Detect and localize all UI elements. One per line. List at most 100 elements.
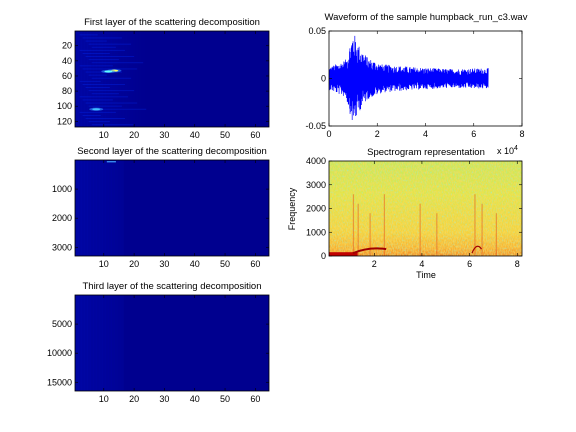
scat2-column-glow <box>90 160 94 256</box>
scat1-column-glow <box>96 31 100 127</box>
scat2-x-tick-label: 20 <box>129 259 139 269</box>
scat2-column-glow <box>75 160 79 256</box>
scat3-column-glow <box>102 295 106 391</box>
spec-click <box>369 213 371 256</box>
scat1-streak <box>79 65 113 67</box>
waveform-panel: Waveform of the sample humpback_run_c3.w… <box>305 12 527 156</box>
scat3-column-glow <box>99 295 103 391</box>
wave-x-tick-label: 4 <box>423 129 428 139</box>
scat1-column-glow <box>132 31 136 127</box>
scat1-column-glow <box>129 31 133 127</box>
scat1-streak <box>91 77 132 79</box>
scat2-x-tick-label: 40 <box>190 259 200 269</box>
scat1-streak <box>88 121 110 123</box>
scat1-streak <box>88 59 119 61</box>
scat2-column-glow <box>84 160 88 256</box>
scat3-x-tick-label: 60 <box>250 394 260 404</box>
scat1-column-glow <box>90 31 94 127</box>
spec-y-tick-label: 0 <box>321 251 326 261</box>
scat3-column-glow <box>108 295 112 391</box>
scat1-column-glow <box>126 31 130 127</box>
scat1-x-tick-label: 50 <box>220 130 230 140</box>
scat2-column-glow <box>93 160 97 256</box>
spec-click <box>495 213 497 256</box>
scat3-x-tick-label: 40 <box>190 394 200 404</box>
scat1-x-tick-label: 40 <box>190 130 200 140</box>
scat1-streak <box>82 37 122 39</box>
scat2-column-glow <box>102 160 106 256</box>
scat1-y-tick-label: 80 <box>62 86 72 96</box>
scat1-column-glow <box>84 31 88 127</box>
spec-y-tick-label: 2000 <box>306 204 326 214</box>
scat3-y-tick-label: 15000 <box>47 377 72 387</box>
scat1-streak <box>91 108 147 110</box>
wave-line <box>329 35 489 120</box>
scat3-x-tick-label: 20 <box>129 394 139 404</box>
scat1-column-glow <box>105 31 109 127</box>
wave-y-tick-label: -0.05 <box>305 121 326 131</box>
spec-call-arc <box>352 247 387 255</box>
scat3-plot: 10 20 30 40 50 60 5000 10000 15000 <box>47 294 270 404</box>
scat1-column-glow <box>123 31 127 127</box>
scat1-column-glow <box>120 31 124 127</box>
scat1-streak <box>79 111 116 113</box>
scat1-column-glow <box>139 31 142 127</box>
wave-x-exponent-power: 4 <box>514 145 518 152</box>
scat1-streak <box>88 105 122 107</box>
scat3-x-tick-label: 10 <box>99 394 109 404</box>
scat3-column-glow <box>114 295 118 391</box>
scat3-column-glow <box>105 295 109 391</box>
spec-y-tick-label: 1000 <box>306 227 326 237</box>
scat1-streak <box>91 46 116 48</box>
scat3-title: Third layer of the scattering decomposit… <box>82 281 261 292</box>
scat3-column-glow <box>81 295 85 391</box>
wave-x-exponent-base: x 10 <box>497 146 514 156</box>
scat3-column-glow <box>87 295 91 391</box>
scattering-layer-3-panel: Third layer of the scattering decomposit… <box>47 281 270 404</box>
scat2-y-tick-label: 3000 <box>52 242 72 252</box>
scat1-streak <box>91 93 119 95</box>
scat2-x-tick-label: 10 <box>99 259 109 269</box>
scat3-column-glow <box>93 295 97 391</box>
scat1-column-glow <box>108 31 112 127</box>
scat2-title: Second layer of the scattering decomposi… <box>77 146 267 157</box>
scat2-plot: 10 20 30 40 50 60 1000 2000 3000 <box>52 159 270 269</box>
scat1-streak <box>79 49 126 51</box>
spec-y-tick-label: 3000 <box>306 180 326 190</box>
scat1-streak <box>82 99 113 101</box>
wave-x-tick-label: 2 <box>375 129 380 139</box>
scat1-streak <box>79 96 129 98</box>
scat1-column-glow <box>142 31 145 127</box>
wave-y-tick-label: 0.05 <box>308 26 326 36</box>
scat3-column-glow <box>96 295 100 391</box>
scat2-column-glow <box>108 160 112 256</box>
scat1-y-tick-label: 40 <box>62 56 72 66</box>
scat1-x-tick-label: 10 <box>99 130 109 140</box>
wave-x-exponent: x 104 <box>497 145 518 156</box>
scat1-column-glow <box>117 31 121 127</box>
scat1-streak <box>85 87 110 88</box>
scat2-column-glow <box>111 160 115 256</box>
spec-click <box>383 194 386 256</box>
scat2-y-tick-label: 2000 <box>52 213 72 223</box>
scat1-y-tick-label: 20 <box>62 41 72 51</box>
scat2-column-glow <box>120 160 124 256</box>
wave-title: Waveform of the sample humpback_run_c3.w… <box>325 12 528 23</box>
scat2-y-tick-label: 1000 <box>52 184 72 194</box>
scat1-column-glow <box>81 31 85 127</box>
scat1-x-tick-label: 20 <box>129 130 139 140</box>
scat3-column-glow <box>120 295 124 391</box>
scat2-x-tick-label: 50 <box>220 259 230 269</box>
wave-x-tick-label: 0 <box>326 129 331 139</box>
scat1-column-glow <box>93 31 97 127</box>
scat1-streak <box>85 40 107 42</box>
spec-y-tick-label: 4000 <box>306 156 326 166</box>
scat3-x-tick-label: 30 <box>159 394 169 404</box>
scat3-column-glow <box>84 295 88 391</box>
spec-click <box>357 203 359 256</box>
spec-x-tick-label: 6 <box>467 259 472 269</box>
scat2-column-glow <box>96 160 100 256</box>
scat3-column-glow <box>117 295 121 391</box>
